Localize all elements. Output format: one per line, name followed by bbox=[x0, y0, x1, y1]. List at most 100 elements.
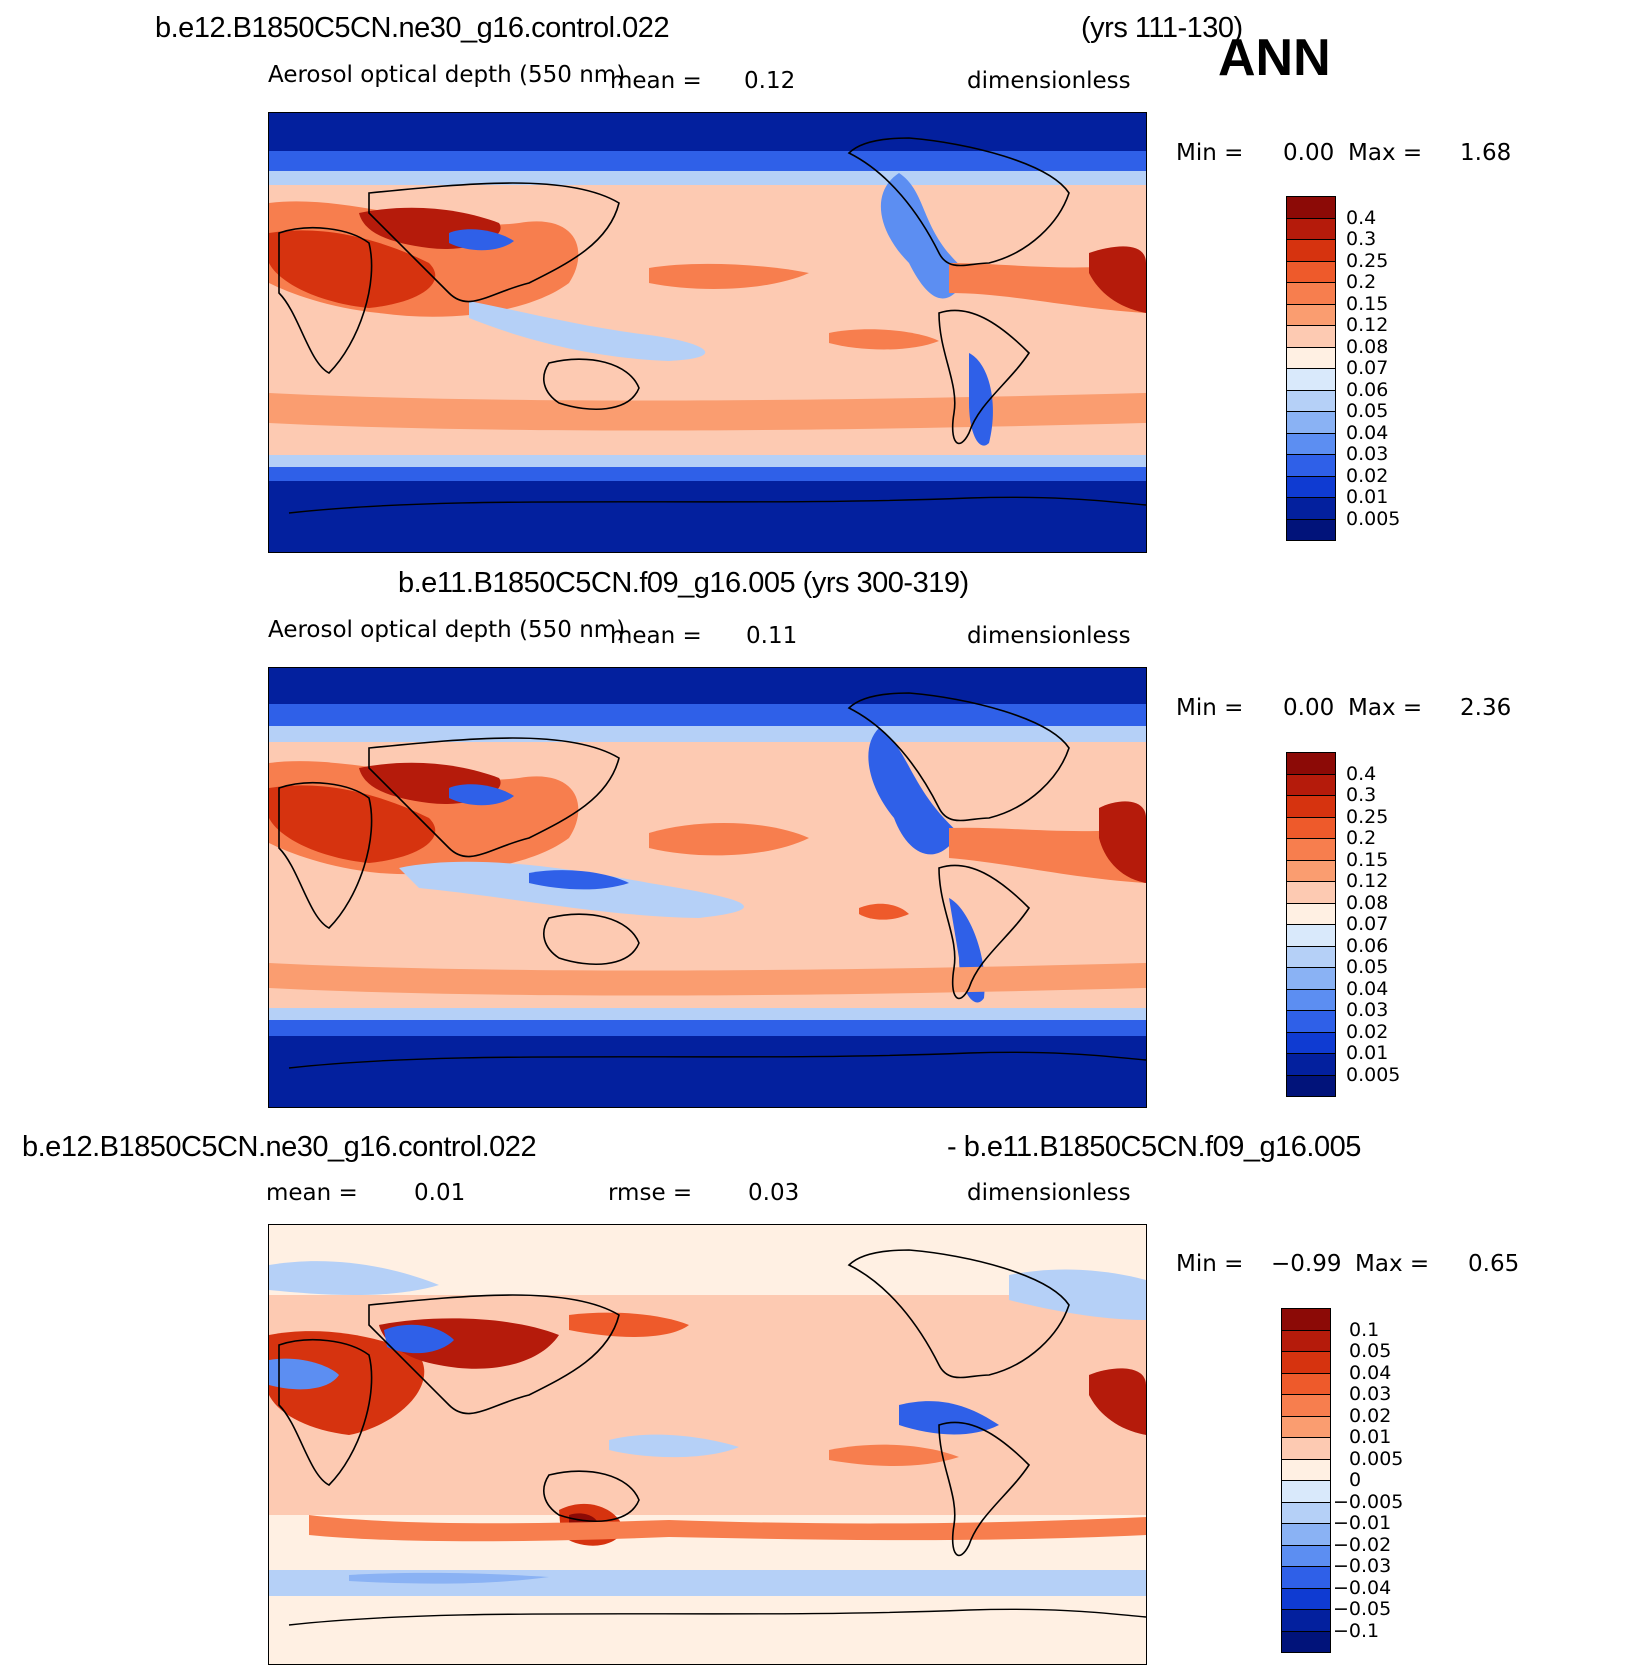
colorbar-tick-label: 0.25 bbox=[1346, 249, 1389, 272]
panel1-mean-label: mean = bbox=[610, 68, 702, 94]
colorbar-swatch bbox=[1286, 497, 1336, 520]
colorbar-swatch bbox=[1286, 475, 1336, 498]
colorbar-swatch bbox=[1286, 217, 1336, 240]
panel1-mean-value: 0.12 bbox=[744, 68, 796, 94]
colorbar-tick-label: 0.03 bbox=[1346, 443, 1389, 465]
panel3-mean-label: mean = bbox=[266, 1180, 358, 1206]
colorbar-swatch bbox=[1286, 454, 1336, 477]
colorbar-frame bbox=[1281, 1308, 1331, 1653]
colorbar-tick-label: 0.005 bbox=[1346, 1063, 1401, 1086]
colorbar-tick-label: −0.01 bbox=[1333, 1512, 1392, 1534]
panel2-max-label: Max = bbox=[1348, 695, 1423, 721]
colorbar-tick-label: 0.3 bbox=[1346, 228, 1377, 250]
panel1-units: dimensionless bbox=[967, 68, 1131, 94]
colorbar-swatch bbox=[1281, 1566, 1331, 1589]
colorbar-tick-label: 0.15 bbox=[1346, 848, 1389, 871]
colorbar-swatch bbox=[1286, 988, 1336, 1011]
colorbar-tick-label: 0.03 bbox=[1349, 1383, 1392, 1405]
colorbar-tick-label: −0.05 bbox=[1333, 1598, 1392, 1620]
colorbar-swatch bbox=[1286, 1053, 1336, 1076]
colorbar-tick-label: 0.08 bbox=[1346, 891, 1389, 914]
colorbar-tick-label: 0.04 bbox=[1346, 421, 1389, 444]
colorbar-tick-label: 0.12 bbox=[1346, 314, 1389, 336]
colorbar-swatch bbox=[1286, 518, 1336, 541]
colorbar-swatch bbox=[1286, 816, 1336, 839]
colorbar-swatch bbox=[1286, 432, 1336, 455]
colorbar-tick-label: −0.005 bbox=[1333, 1490, 1404, 1513]
colorbar-tick-label: 0.07 bbox=[1346, 913, 1389, 935]
panel3-units: dimensionless bbox=[967, 1180, 1131, 1206]
colorbar-swatch bbox=[1281, 1437, 1331, 1460]
colorbar-swatch bbox=[1286, 859, 1336, 882]
panel3-min-value: −0.99 bbox=[1271, 1251, 1342, 1277]
colorbar-swatch bbox=[1286, 945, 1336, 968]
colorbar-swatch bbox=[1286, 196, 1336, 219]
panel1-case-title: b.e12.B1850C5CN.ne30_g16.control.022 bbox=[155, 12, 670, 44]
colorbar-swatch bbox=[1281, 1394, 1331, 1417]
colorbar-swatch bbox=[1281, 1351, 1331, 1374]
panel1-min-label: Min = bbox=[1176, 140, 1244, 166]
panel2-min-value: 0.00 bbox=[1283, 695, 1335, 721]
colorbar-tick-label: 0.04 bbox=[1349, 1361, 1392, 1384]
panel2-map-svg bbox=[269, 668, 1146, 1107]
panel2-case-title: b.e11.B1850C5CN.f09_g16.005 (yrs 300-319… bbox=[398, 567, 969, 599]
colorbar-tick-label: 0.06 bbox=[1346, 934, 1389, 957]
colorbar-swatch bbox=[1286, 1010, 1336, 1033]
colorbar-frame bbox=[1286, 196, 1336, 541]
panel3-min-label: Min = bbox=[1176, 1251, 1244, 1277]
panel3-mean-value: 0.01 bbox=[414, 1180, 466, 1206]
panel2-max-value: 2.36 bbox=[1460, 695, 1512, 721]
colorbar-swatch bbox=[1286, 752, 1336, 775]
colorbar-tick-label: −0.03 bbox=[1333, 1555, 1392, 1577]
colorbar-swatch bbox=[1281, 1480, 1331, 1503]
colorbar-swatch bbox=[1286, 239, 1336, 262]
colorbar-swatch bbox=[1281, 1609, 1331, 1632]
colorbar-swatch bbox=[1286, 881, 1336, 904]
panel3-map bbox=[268, 1224, 1147, 1665]
colorbar-tick-label: 0.25 bbox=[1346, 805, 1389, 828]
colorbar-tick-label: 0.1 bbox=[1349, 1318, 1380, 1341]
colorbar-tick-label: 0.005 bbox=[1349, 1447, 1404, 1470]
colorbar-tick-label: 0.04 bbox=[1346, 977, 1389, 1000]
colorbar-swatch bbox=[1281, 1458, 1331, 1481]
colorbar-swatch bbox=[1281, 1501, 1331, 1524]
panel1-max-value: 1.68 bbox=[1460, 140, 1512, 166]
colorbar-tick-label: 0.12 bbox=[1346, 870, 1389, 892]
panel2-mean-label: mean = bbox=[610, 623, 702, 649]
panel1-years: (yrs 111-130) bbox=[1081, 12, 1243, 44]
colorbar-tick-label: 0.4 bbox=[1346, 762, 1377, 785]
colorbar-swatch bbox=[1286, 924, 1336, 947]
colorbar-swatch bbox=[1281, 1544, 1331, 1567]
panel2-map bbox=[268, 667, 1147, 1108]
colorbar-tick-label: 0.01 bbox=[1349, 1426, 1392, 1448]
panel1-variable: Aerosol optical depth (550 nm) bbox=[268, 62, 626, 88]
colorbar-tick-label: −0.1 bbox=[1333, 1619, 1380, 1642]
panel3-max-label: Max = bbox=[1355, 1251, 1430, 1277]
colorbar-tick-label: 0.01 bbox=[1346, 1042, 1389, 1064]
panel3-rmse-label: rmse = bbox=[608, 1180, 693, 1206]
colorbar-swatch bbox=[1286, 303, 1336, 326]
colorbar-swatch bbox=[1286, 411, 1336, 434]
colorbar-swatch bbox=[1286, 773, 1336, 796]
panel2-units: dimensionless bbox=[967, 623, 1131, 649]
colorbar-swatch bbox=[1281, 1587, 1331, 1610]
colorbar-tick-label: 0.2 bbox=[1346, 271, 1377, 293]
panel3-case-a: b.e12.B1850C5CN.ne30_g16.control.022 bbox=[22, 1131, 537, 1163]
colorbar-swatch bbox=[1281, 1523, 1331, 1546]
colorbar-swatch bbox=[1281, 1415, 1331, 1438]
panel2-min-label: Min = bbox=[1176, 695, 1244, 721]
colorbar-tick-label: 0.05 bbox=[1349, 1340, 1392, 1362]
colorbar-tick-label: 0.05 bbox=[1346, 956, 1389, 978]
colorbar-tick-label: 0.2 bbox=[1346, 827, 1377, 849]
colorbar-swatch bbox=[1286, 1031, 1336, 1054]
panel1-map bbox=[268, 112, 1147, 553]
colorbar-swatch bbox=[1286, 260, 1336, 283]
colorbar-tick-label: 0 bbox=[1349, 1469, 1362, 1491]
colorbar-tick-label: 0.3 bbox=[1346, 784, 1377, 806]
colorbar-tick-label: 0.15 bbox=[1346, 292, 1389, 315]
colorbar-swatch bbox=[1286, 325, 1336, 348]
panel2-variable: Aerosol optical depth (550 nm) bbox=[268, 617, 626, 643]
colorbar-tick-label: −0.02 bbox=[1333, 1533, 1392, 1556]
colorbar-tick-label: 0.06 bbox=[1346, 378, 1389, 401]
colorbar-tick-label: 0.03 bbox=[1346, 999, 1389, 1021]
